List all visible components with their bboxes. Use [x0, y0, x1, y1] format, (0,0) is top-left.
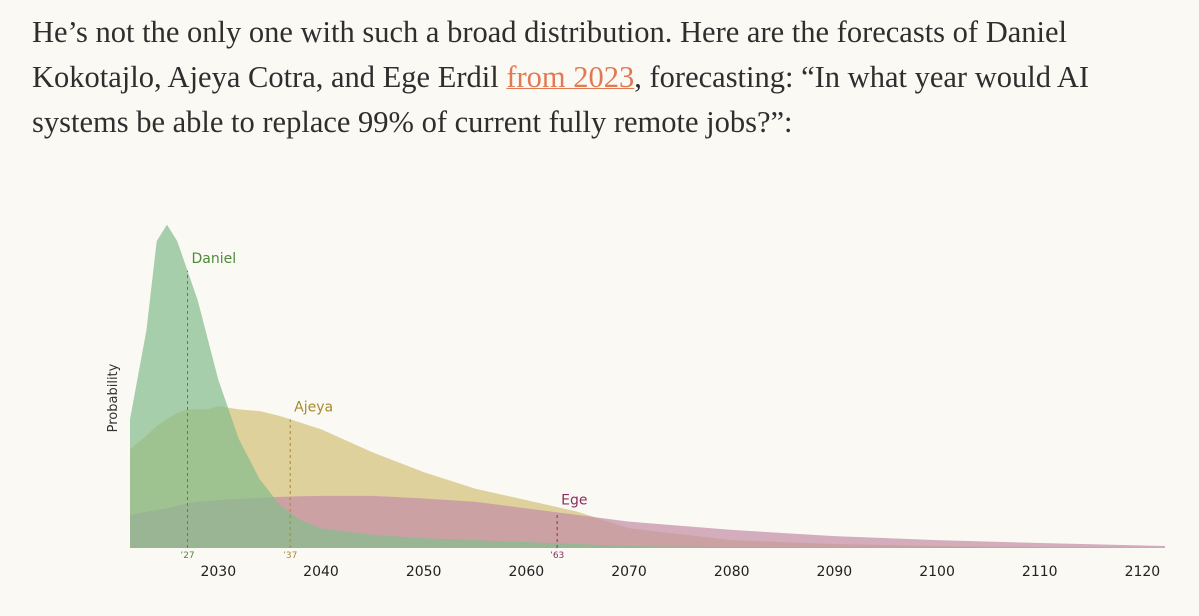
x-tick-label: 2040: [303, 564, 339, 580]
median-label: ’63: [550, 551, 564, 561]
x-tick-label: 2080: [714, 564, 750, 580]
y-axis-label: Probability: [106, 363, 121, 432]
x-tick-label: 2050: [406, 564, 442, 580]
x-tick-label: 2090: [817, 564, 853, 580]
paragraph-text: He’s not the only one with such a broad …: [32, 15, 1068, 94]
series-label: Ajeya: [294, 399, 333, 415]
x-tick-label: 2120: [1125, 564, 1161, 580]
area: [130, 224, 1165, 548]
area: [130, 495, 1165, 548]
paragraph-text: , forecasting: “In what year would AI sy…: [32, 60, 1090, 139]
median-label: ’27: [180, 551, 194, 561]
x-tick-label: 2030: [200, 564, 236, 580]
link[interactable]: from 2023: [506, 60, 635, 94]
x-tick-label: 2060: [509, 564, 545, 580]
paragraph: He’s not the only one with such a broad …: [32, 10, 1182, 145]
x-tick-label: 2100: [919, 564, 955, 580]
series-label: Ege: [561, 492, 587, 508]
x-tick-label: 2070: [611, 564, 647, 580]
x-tick-label: 2110: [1022, 564, 1058, 580]
median-label: ’37: [283, 551, 297, 561]
series-label: Daniel: [192, 251, 237, 267]
